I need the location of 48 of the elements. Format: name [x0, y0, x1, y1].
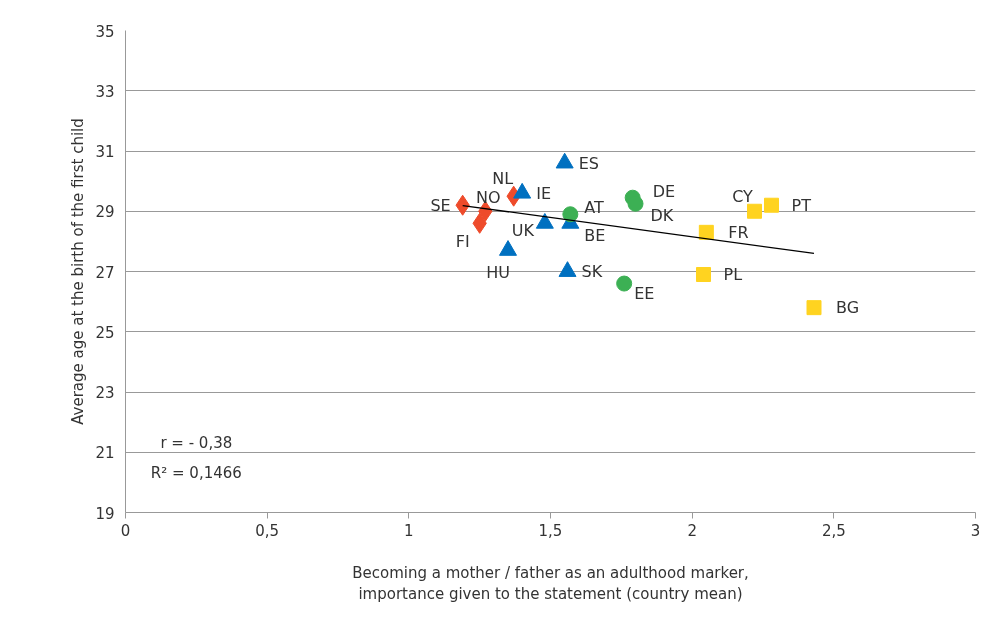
annotation: UK: [511, 220, 535, 240]
y-axis-title: Average age at the birth of the first child: [69, 118, 88, 425]
annotation: NO: [476, 187, 501, 207]
annotation: PL: [723, 265, 743, 285]
x-tick-label: 1,5: [538, 521, 563, 540]
annotation: FR: [728, 222, 749, 242]
point: [696, 267, 711, 283]
point: [555, 152, 574, 169]
annotation: AT: [584, 197, 605, 217]
point: [806, 300, 822, 316]
annotation: DE: [652, 182, 676, 202]
annotation: CY: [732, 186, 754, 206]
x-tick-label: 3: [970, 521, 981, 540]
annotation: DK: [650, 206, 674, 226]
annotation: ES: [578, 153, 599, 173]
y-tick-label: 27: [95, 263, 115, 282]
annotation: NL: [492, 168, 514, 188]
point: [627, 195, 644, 212]
annotation: BE: [584, 225, 606, 245]
y-tick-label: 33: [95, 82, 115, 101]
y-tick-label: 29: [95, 203, 115, 222]
y-tick-label: 31: [95, 143, 115, 161]
annotation: PT: [791, 195, 812, 215]
y-tick-label: 19: [95, 504, 115, 523]
annotation: SK: [581, 262, 603, 281]
x-tick-label: 2: [687, 521, 697, 540]
y-tick-label: 25: [95, 323, 115, 342]
point: [764, 197, 779, 213]
x-tick-label: 2,5: [821, 521, 846, 540]
point: [698, 224, 714, 240]
x-tick-label: 0: [120, 521, 131, 540]
y-tick-label: 23: [95, 384, 115, 402]
annotation: HU: [486, 262, 510, 282]
x-tick-label: 1: [404, 521, 414, 540]
annotation: BG: [836, 298, 860, 318]
annotation: SE: [430, 195, 451, 215]
annotation: IE: [536, 183, 551, 203]
x-tick-label: 0,5: [255, 521, 280, 540]
annotation: EE: [634, 284, 655, 304]
point: [562, 206, 579, 223]
y-tick-label: 21: [95, 444, 115, 463]
annotation: R² = 0,1466: [150, 464, 242, 483]
annotation: FI: [455, 231, 470, 251]
y-tick-label: 35: [95, 22, 115, 41]
point: [616, 275, 633, 292]
annotation: r = - 0,38: [160, 434, 233, 453]
x-axis-title: Becoming a mother / father as an adulthood marker, importance given to the statement (country mean): [352, 563, 749, 604]
point: [747, 203, 762, 219]
